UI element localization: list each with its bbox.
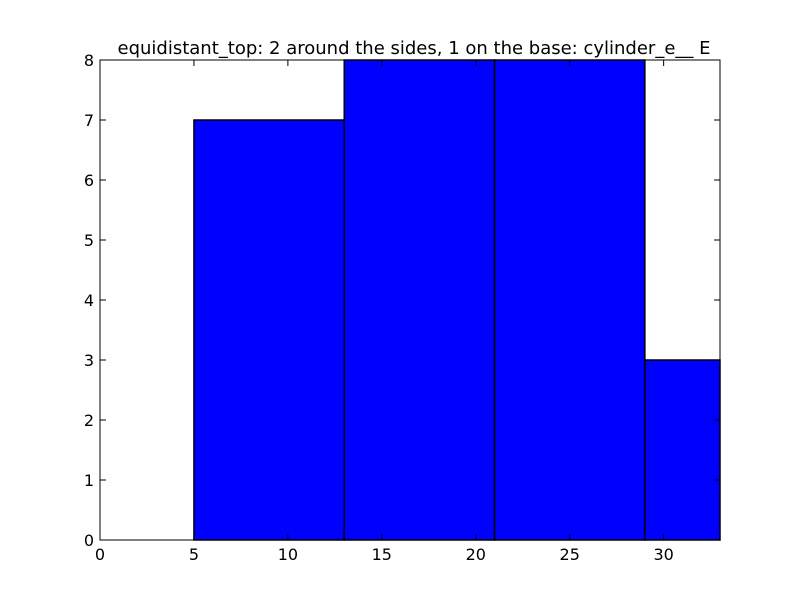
x-tick-label: 20 (466, 545, 486, 564)
y-tick-label: 2 (84, 411, 94, 430)
y-tick-label: 5 (84, 231, 94, 250)
y-tick-label: 4 (84, 291, 94, 310)
y-tick-label: 6 (84, 171, 94, 190)
x-tick-label: 30 (653, 545, 673, 564)
x-tick-label: 15 (372, 545, 392, 564)
plot-frame (99, 59, 721, 541)
histogram-bar-1 (193, 119, 345, 541)
x-tick-label: 10 (278, 545, 298, 564)
ticks-layer: 0 5 10 15 20 25 30 0 1 2 3 4 5 6 7 8 (84, 51, 720, 564)
histogram-bar-4 (644, 359, 721, 541)
chart-title: equidistant_top: 2 around the sides, 1 o… (118, 38, 711, 59)
x-tick-label: 5 (189, 545, 199, 564)
histogram-bar-3 (493, 59, 646, 541)
y-tick-label: 8 (84, 51, 94, 70)
y-tick-label: 7 (84, 111, 94, 130)
y-tick-label: 3 (84, 351, 94, 370)
y-tick-label: 1 (84, 471, 94, 490)
histogram-bar-2 (343, 59, 496, 541)
y-tick-label: 0 (84, 531, 94, 550)
x-tick-label: 25 (560, 545, 580, 564)
bars-layer (193, 59, 721, 541)
x-tick-label: 0 (95, 545, 105, 564)
